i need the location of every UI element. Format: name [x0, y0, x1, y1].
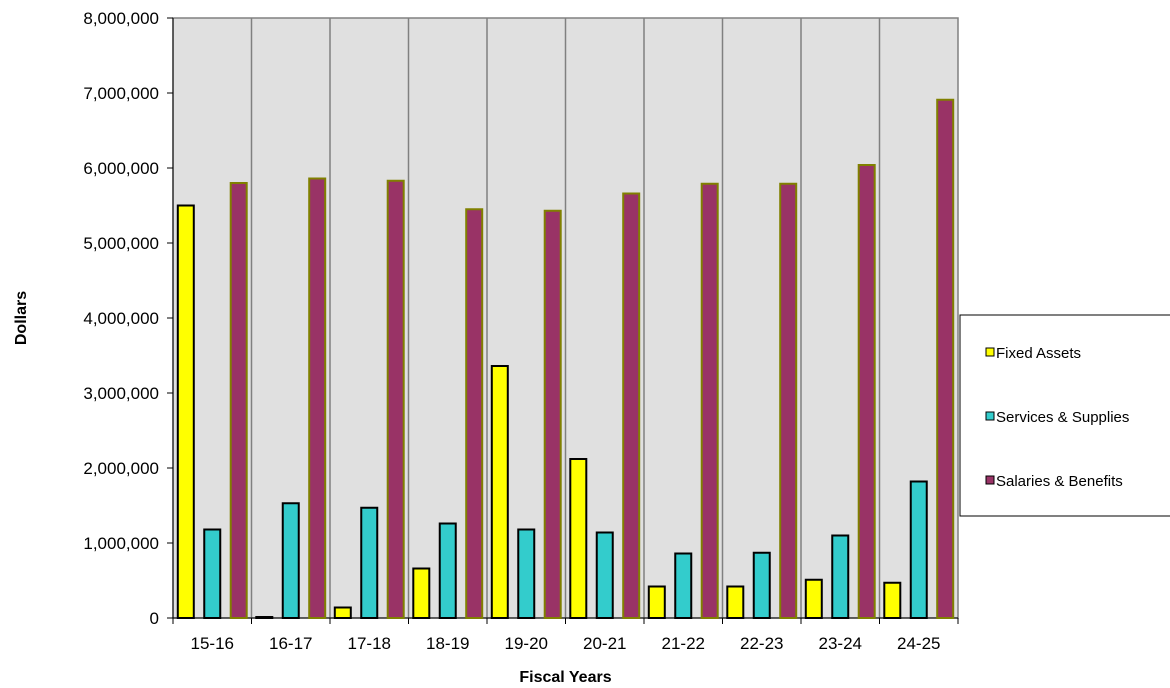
- y-tick-label: 7,000,000: [83, 84, 159, 103]
- bar-services-supplies-21-22: [674, 552, 693, 619]
- bar-services-supplies-19-20: [517, 528, 536, 619]
- bar-salaries-benefits-17-18: [386, 179, 405, 619]
- x-tick-label: 18-19: [426, 634, 469, 653]
- legend-box: [959, 314, 1170, 517]
- bar-fixed-assets-21-22: [647, 585, 666, 619]
- bar-fixed-assets-16-17: [255, 616, 274, 619]
- bar-services-supplies-15-16: [203, 528, 222, 619]
- bar-salaries-benefits-24-25: [936, 98, 955, 619]
- x-tick-label: 24-25: [897, 634, 940, 653]
- x-tick-label: 16-17: [269, 634, 312, 653]
- x-axis-ticks: 15-16 16-17 17-18 18-19 19-20 20-21 21-22 22-23…: [172, 618, 959, 653]
- bar-salaries-benefits-19-20: [543, 209, 562, 619]
- legend: Fixed Assets Services & Supplies Salaries …: [959, 314, 1170, 517]
- bar-salaries-benefits-16-17: [308, 177, 327, 619]
- x-tick-label: 22-23: [740, 634, 783, 653]
- legend-label: Salaries & Benefits: [996, 473, 1123, 490]
- y-tick-label: 1,000,000: [83, 534, 159, 553]
- bar-services-supplies-16-17: [281, 502, 300, 619]
- legend-label: Fixed Assets: [996, 345, 1081, 362]
- bar-salaries-benefits-18-19: [465, 208, 484, 619]
- y-tick-label: 8,000,000: [83, 9, 159, 28]
- bar-salaries-benefits-15-16: [229, 182, 248, 619]
- bar-services-supplies-22-23: [752, 551, 771, 619]
- bar-fixed-assets-20-21: [569, 458, 588, 619]
- y-tick-label: 3,000,000: [83, 384, 159, 403]
- bar-fixed-assets-17-18: [333, 606, 352, 619]
- x-axis-title: Fiscal Years: [519, 669, 611, 686]
- x-tick-label: 19-20: [505, 634, 548, 653]
- y-axis-title: Dollars: [13, 291, 30, 345]
- x-tick-label: 20-21: [583, 634, 626, 653]
- legend-label: Services & Supplies: [996, 409, 1129, 426]
- bar-services-supplies-17-18: [360, 506, 379, 619]
- x-tick-label: 15-16: [191, 634, 234, 653]
- bar-services-supplies-24-25: [909, 480, 928, 619]
- legend-swatch: [985, 475, 995, 485]
- y-tick-label: 5,000,000: [83, 234, 159, 253]
- bar-services-supplies-18-19: [438, 522, 457, 619]
- y-tick-label: 0: [150, 609, 159, 628]
- x-tick-label: 23-24: [819, 634, 862, 653]
- x-tick-label: 21-22: [662, 634, 705, 653]
- bar-services-supplies-23-24: [831, 534, 850, 619]
- legend-swatch: [985, 411, 995, 421]
- bar-fixed-assets-18-19: [412, 567, 431, 619]
- bars: [176, 98, 955, 619]
- bar-salaries-benefits-23-24: [857, 164, 876, 619]
- bar-fixed-assets-24-25: [883, 581, 902, 619]
- bar-fixed-assets-15-16: [176, 204, 195, 619]
- bar-fixed-assets-19-20: [490, 365, 509, 619]
- bar-fixed-assets-22-23: [726, 585, 745, 619]
- y-tick-label: 4,000,000: [83, 309, 159, 328]
- bar-salaries-benefits-20-21: [622, 192, 641, 619]
- y-tick-label: 6,000,000: [83, 159, 159, 178]
- bar-salaries-benefits-21-22: [700, 182, 719, 619]
- bar-services-supplies-20-21: [595, 531, 614, 619]
- x-tick-label: 17-18: [348, 634, 391, 653]
- y-tick-label: 2,000,000: [83, 459, 159, 478]
- y-axis-ticks: 0 1,000,000 2,000,000 3,000,000 4,000,000 5,0…: [83, 9, 173, 628]
- legend-swatch: [985, 347, 995, 357]
- bar-fixed-assets-23-24: [804, 578, 823, 619]
- bar-salaries-benefits-22-23: [779, 182, 798, 619]
